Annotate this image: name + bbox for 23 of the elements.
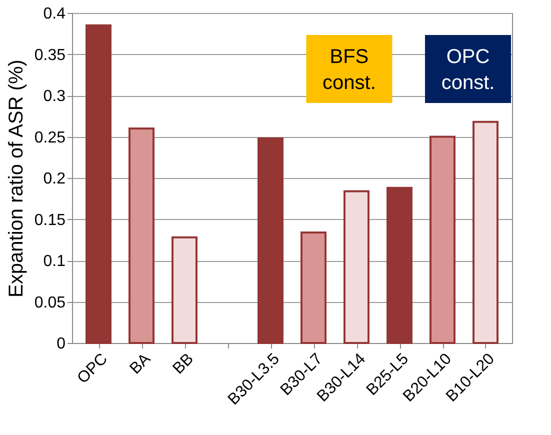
bar bbox=[386, 186, 412, 344]
bar bbox=[258, 137, 284, 344]
bar bbox=[300, 231, 326, 344]
bar bbox=[172, 236, 198, 344]
y-tick-label: 0 bbox=[56, 336, 66, 352]
y-tick-label: 0.25 bbox=[34, 129, 66, 146]
y-tick-label: 0.05 bbox=[34, 294, 66, 312]
annotation: BFS const. bbox=[322, 46, 376, 94]
bar bbox=[472, 120, 498, 344]
x-tick-label: BB bbox=[170, 350, 198, 378]
annotation: OPC const. bbox=[441, 46, 495, 94]
y-tick-label: 0.3 bbox=[43, 88, 66, 105]
y-tick-label: 0.35 bbox=[34, 46, 66, 64]
y-tick-label: 0.15 bbox=[34, 212, 66, 229]
bar bbox=[86, 24, 112, 344]
y-tick-label: 0.4 bbox=[43, 6, 66, 22]
bar bbox=[128, 128, 154, 344]
y-tick-label: 0.2 bbox=[43, 170, 66, 188]
bar bbox=[430, 136, 456, 344]
x-tick-label: BA bbox=[126, 350, 154, 378]
bar bbox=[344, 190, 370, 344]
y-tick-label: 0.1 bbox=[43, 253, 66, 270]
y-axis-title: Expantion ratio of ASR (%) bbox=[5, 60, 28, 298]
